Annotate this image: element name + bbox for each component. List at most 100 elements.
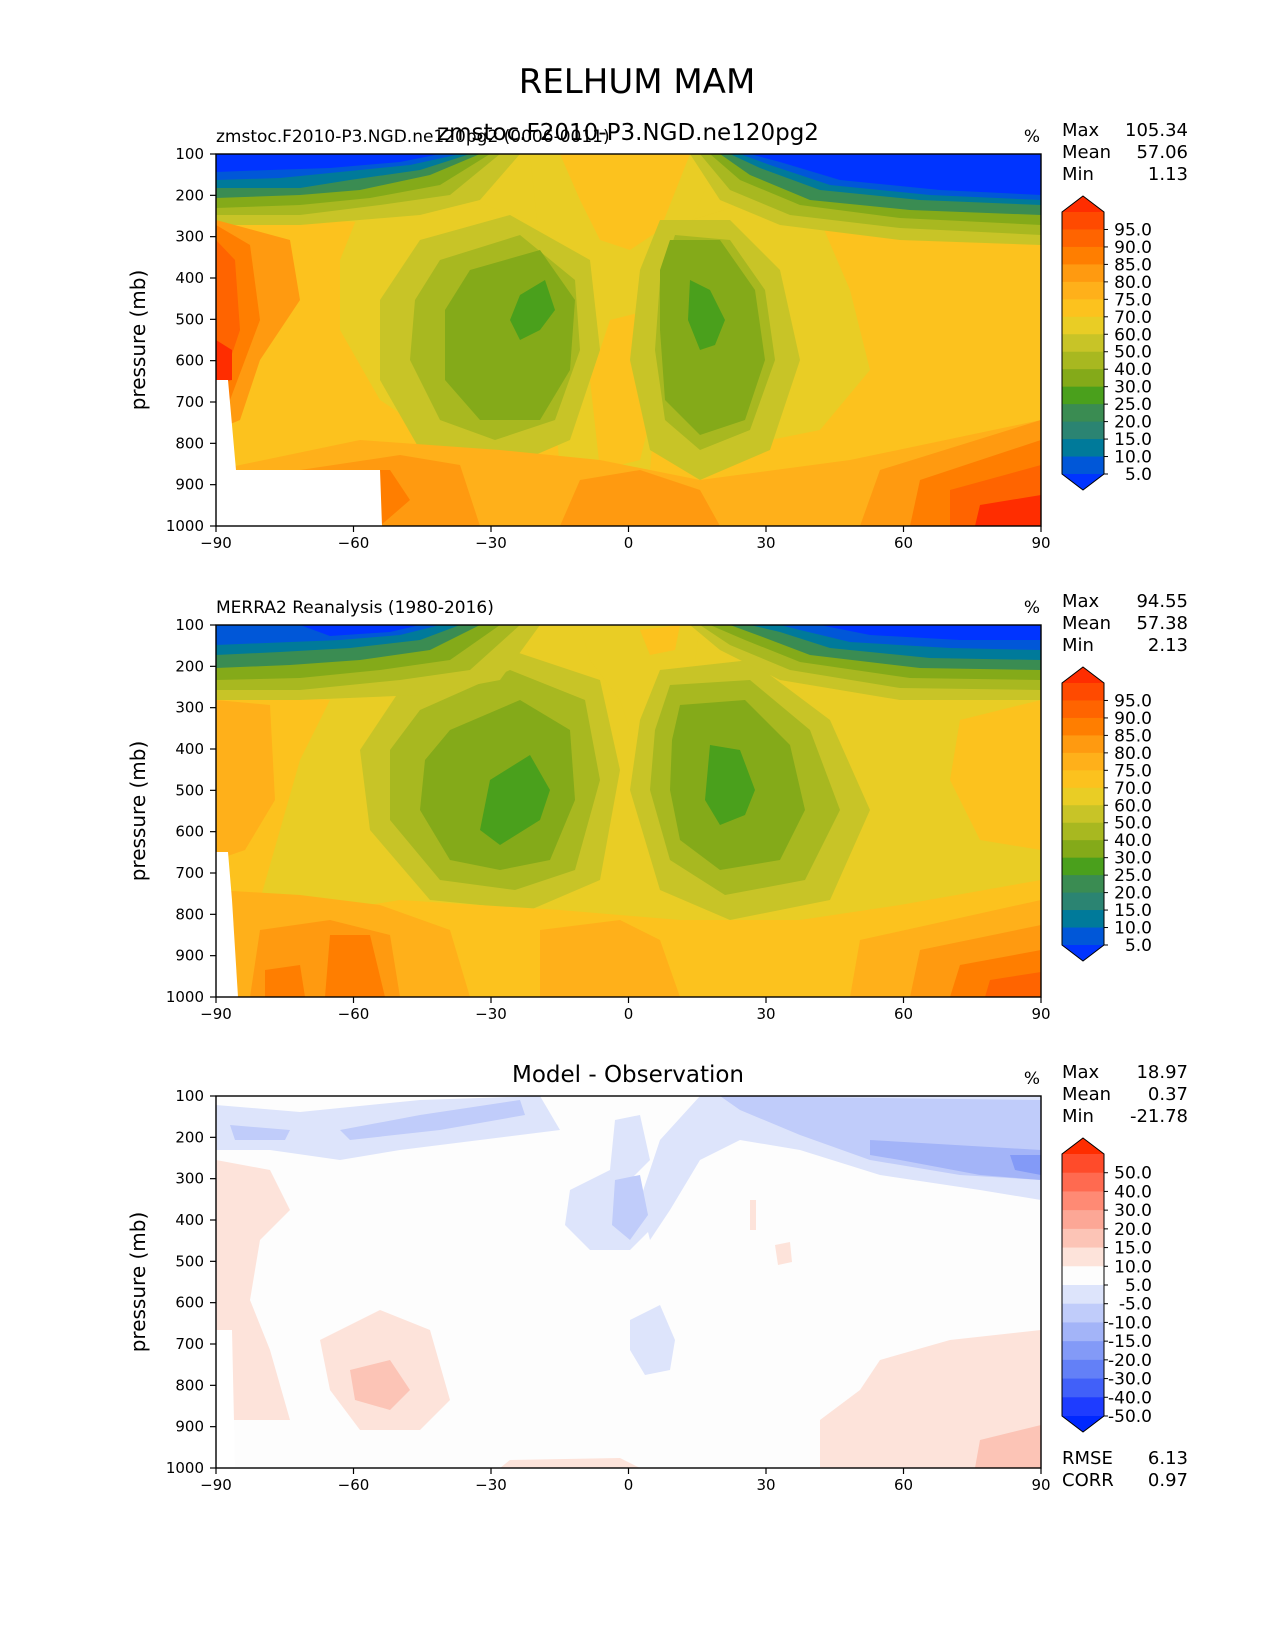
stat-max-value: 18.97	[1136, 1062, 1188, 1083]
y-tick-label: 200	[175, 186, 204, 204]
colorbar-label: 75.0	[1114, 761, 1152, 781]
y-tick-label: 600	[175, 352, 204, 370]
colorbar-segment	[1062, 1154, 1104, 1174]
y-tick-label: 500	[175, 310, 204, 328]
field-band	[975, 495, 1041, 526]
stat-min-value: 2.13	[1148, 635, 1188, 656]
colorbar-outline	[1061, 1137, 1105, 1433]
y-tick-label: 900	[175, 1418, 204, 1436]
colorbar-label: 85.0	[1114, 726, 1152, 746]
y-tick-label: 100	[175, 145, 204, 163]
topography-mask	[216, 1330, 235, 1468]
colorbar-label: 20.0	[1114, 1220, 1152, 1240]
unit-label: %	[1024, 1069, 1040, 1089]
x-tick-label: 0	[624, 1476, 634, 1494]
stat-min-label: Min	[1062, 164, 1094, 185]
colorbar-outline	[1061, 195, 1105, 491]
colorbar-segment	[1062, 770, 1104, 789]
y-tick-label: 100	[175, 1087, 204, 1105]
x-tick-label: −60	[338, 1005, 370, 1023]
y-tick-label: 800	[175, 905, 204, 923]
panel-model: zmstoc.F2010-P3.NGD.ne120pg2 (0006-0011)…	[126, 120, 1188, 552]
colorbar-segment	[1062, 1266, 1104, 1286]
panel-observation: MERRA2 Reanalysis (1980-2016) %	[126, 591, 1188, 1023]
colorbar-segment	[1062, 264, 1104, 283]
colorbar-segment	[1062, 334, 1104, 353]
colorbar-extend-bottom	[1062, 945, 1104, 961]
colorbar-label: 50.0	[1114, 814, 1152, 834]
colorbar-segment	[1062, 1285, 1104, 1305]
field-band	[950, 700, 1041, 850]
colorbar-label: 40.0	[1114, 831, 1152, 851]
x-tick-label: 0	[624, 1005, 634, 1023]
colorbar-label: 15.0	[1114, 430, 1152, 450]
colorbar-segment	[1062, 351, 1104, 370]
colorbar-segment	[1062, 857, 1104, 876]
colorbar-label: 25.0	[1114, 866, 1152, 886]
unit-label: %	[1024, 598, 1040, 618]
colorbar-segment	[1062, 683, 1104, 702]
colorbar-extend-bottom	[1062, 1416, 1104, 1432]
colorbar-segment	[1062, 1172, 1104, 1193]
colorbar-label: -30.0	[1108, 1370, 1152, 1390]
colorbar-label: 70.0	[1114, 308, 1152, 328]
field-band	[775, 1242, 792, 1265]
rmse-value: 6.13	[1148, 1448, 1188, 1469]
colorbar-label: 50.0	[1114, 343, 1152, 363]
corr-label: CORR	[1062, 1470, 1114, 1491]
colorbar-segment	[1062, 1341, 1104, 1361]
colorbar-label: -20.0	[1108, 1351, 1152, 1371]
panel-difference: Model - Observation %	[126, 1062, 1188, 1494]
y-tick-label: 800	[175, 1376, 204, 1394]
field-band	[265, 965, 305, 997]
colorbar-segment	[1062, 840, 1104, 859]
y-tick-label: 700	[175, 864, 204, 882]
stat-mean-label: Mean	[1062, 142, 1111, 163]
colorbar-label: 15.0	[1114, 1239, 1152, 1259]
stat-min-label: Min	[1062, 1106, 1094, 1127]
stat-mean-value: 57.06	[1136, 142, 1188, 163]
colorbar-extend-top	[1062, 196, 1104, 212]
colorbar-segment	[1062, 787, 1104, 806]
colorbar-segment	[1062, 735, 1104, 754]
colorbar-label: 10.0	[1114, 919, 1152, 939]
x-tick-label: −30	[475, 1005, 507, 1023]
x-tick-label: −60	[338, 1476, 370, 1494]
colorbar-segment	[1062, 369, 1104, 388]
colorbar-segment	[1062, 700, 1104, 719]
y-tick-label: 700	[175, 393, 204, 411]
colorbar-segment	[1062, 386, 1104, 405]
colorbar-label: 5.0	[1125, 1276, 1152, 1296]
y-tick-label: 1000	[166, 1459, 204, 1477]
y-tick-label: 800	[175, 434, 204, 452]
colorbar-segment	[1062, 404, 1104, 423]
topography-mask	[216, 852, 238, 997]
x-tick-label: 90	[1031, 534, 1050, 552]
x-tick-label: −30	[475, 534, 507, 552]
colorbar-label: -50.0	[1108, 1407, 1152, 1427]
y-tick-label: 200	[175, 1128, 204, 1146]
field-band	[216, 700, 275, 860]
y-tick-label: 1000	[166, 988, 204, 1006]
x-tick-label: 90	[1031, 1005, 1050, 1023]
colorbar-label: 60.0	[1114, 796, 1152, 816]
colorbar-extend-bottom	[1062, 474, 1104, 490]
y-tick-label: 500	[175, 781, 204, 799]
colorbar-label: 40.0	[1114, 360, 1152, 380]
colorbar-segment	[1062, 456, 1104, 475]
y-tick-label: 600	[175, 1294, 204, 1312]
y-tick-label: 300	[175, 228, 204, 246]
x-tick-label: 60	[894, 1005, 913, 1023]
stat-max-value: 94.55	[1136, 591, 1188, 612]
y-tick-label: 400	[175, 1211, 204, 1229]
y-tick-label: 600	[175, 823, 204, 841]
y-tick-label: 1000	[166, 517, 204, 535]
colorbar-segment	[1062, 316, 1104, 335]
unit-label: %	[1024, 127, 1040, 147]
stat-mean-label: Mean	[1062, 1084, 1111, 1105]
colorbar-outline	[1061, 666, 1105, 962]
colorbar-segment	[1062, 299, 1104, 318]
stat-min-value: -21.78	[1130, 1106, 1188, 1127]
colorbar-segment	[1062, 1228, 1104, 1249]
